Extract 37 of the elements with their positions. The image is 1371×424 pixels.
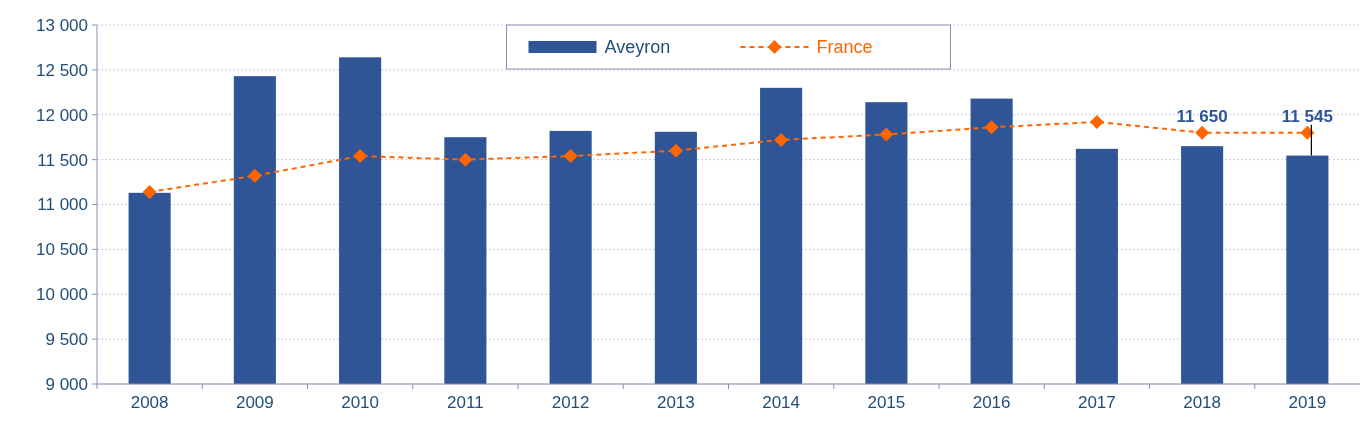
point <box>1089 114 1104 129</box>
y-tick-label: 13 000 <box>36 15 88 35</box>
point <box>668 143 683 158</box>
point <box>247 168 262 183</box>
point <box>1195 125 1210 140</box>
y-tick-label: 10 000 <box>36 285 88 305</box>
x-tick-label: 2019 <box>1288 393 1327 412</box>
x-tick-label: 2008 <box>130 393 169 412</box>
point <box>879 127 894 142</box>
y-tick-label: 9 500 <box>45 330 88 350</box>
point <box>774 132 789 147</box>
point <box>458 152 473 167</box>
y-tick-label: 12 500 <box>36 60 88 80</box>
x-tick-label: 2018 <box>1183 393 1222 412</box>
y-tick-label: 12 000 <box>36 105 88 125</box>
y-tick-label: 9 000 <box>45 374 88 394</box>
x-tick-label: 2009 <box>235 393 274 412</box>
x-tick-label: 2016 <box>972 393 1011 412</box>
point <box>984 120 999 135</box>
x-tick-label: 2017 <box>1077 393 1116 412</box>
legend-label: France <box>816 37 873 58</box>
y-tick-label: 11 000 <box>37 195 88 215</box>
point <box>353 149 368 164</box>
data-label: 11 650 <box>1176 106 1228 126</box>
x-tick-label: 2013 <box>656 393 695 412</box>
legend-label: Aveyron <box>604 37 671 58</box>
x-tick-label: 2011 <box>447 393 484 412</box>
point <box>1300 125 1315 140</box>
point <box>563 149 578 164</box>
data-label: 11 545 <box>1281 106 1333 126</box>
x-tick-label: 2015 <box>867 393 906 412</box>
x-tick-label: 2012 <box>551 393 590 412</box>
point <box>142 184 157 199</box>
y-tick-label: 10 500 <box>36 240 88 260</box>
y-tick-label: 11 500 <box>37 150 88 170</box>
x-tick-label: 2014 <box>762 393 801 412</box>
x-tick-label: 2010 <box>341 393 380 412</box>
